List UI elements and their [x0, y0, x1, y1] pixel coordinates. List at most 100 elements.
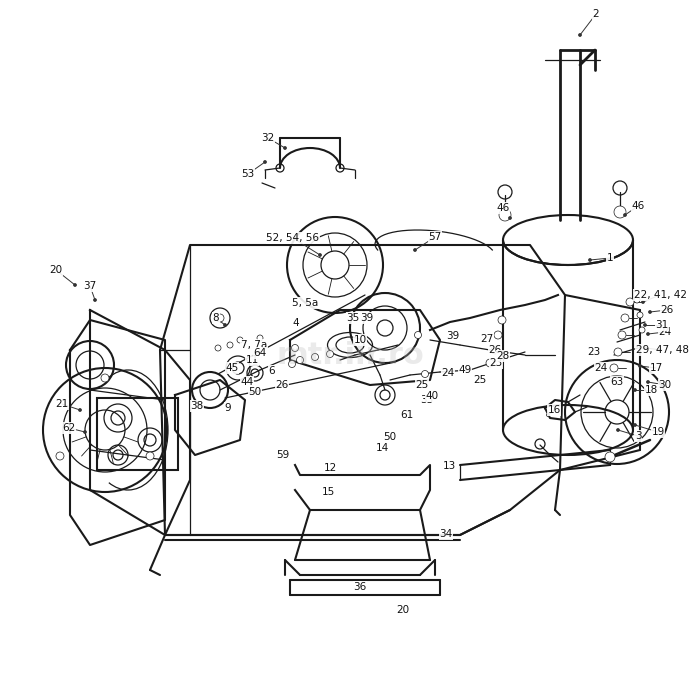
Circle shape — [421, 371, 428, 378]
Text: 3: 3 — [635, 431, 641, 441]
Circle shape — [414, 331, 421, 339]
Text: 18: 18 — [645, 385, 657, 395]
Circle shape — [605, 452, 615, 462]
Text: 24: 24 — [442, 368, 454, 378]
Text: 12: 12 — [323, 463, 337, 473]
Text: 8: 8 — [213, 313, 219, 323]
Circle shape — [637, 312, 643, 318]
Text: 23: 23 — [587, 347, 601, 357]
Circle shape — [74, 284, 76, 287]
Circle shape — [617, 428, 620, 431]
Circle shape — [486, 359, 494, 367]
Text: 13: 13 — [442, 461, 456, 471]
Circle shape — [578, 33, 582, 37]
Circle shape — [648, 310, 652, 314]
Circle shape — [626, 298, 634, 306]
Text: 22, 41, 42: 22, 41, 42 — [634, 290, 687, 300]
Circle shape — [634, 297, 640, 303]
Circle shape — [223, 323, 227, 327]
Text: 24: 24 — [659, 327, 671, 337]
Circle shape — [498, 316, 506, 324]
Text: 32: 32 — [261, 133, 274, 143]
Text: 15: 15 — [321, 487, 335, 497]
Text: 46: 46 — [496, 203, 510, 213]
Text: 16: 16 — [547, 405, 561, 415]
Circle shape — [634, 388, 636, 392]
Circle shape — [284, 147, 286, 149]
Circle shape — [647, 333, 650, 335]
Text: 62: 62 — [62, 423, 76, 433]
Text: 50: 50 — [384, 432, 397, 442]
Text: 31: 31 — [655, 320, 668, 330]
Circle shape — [83, 430, 87, 433]
Text: 29, 47, 48: 29, 47, 48 — [636, 345, 689, 355]
Circle shape — [326, 350, 333, 358]
Text: 40: 40 — [426, 391, 439, 401]
Text: 44: 44 — [240, 377, 253, 387]
Text: 6: 6 — [269, 366, 275, 376]
Text: 17: 17 — [650, 363, 663, 373]
Circle shape — [647, 380, 650, 384]
Text: 20: 20 — [50, 265, 62, 275]
Circle shape — [291, 344, 298, 352]
Text: 26: 26 — [489, 345, 502, 355]
Text: 39: 39 — [360, 313, 374, 323]
Text: 10: 10 — [354, 335, 367, 345]
Circle shape — [499, 209, 511, 221]
Circle shape — [547, 414, 550, 416]
Text: 36: 36 — [354, 582, 367, 592]
Text: 19: 19 — [652, 427, 664, 437]
Circle shape — [146, 452, 154, 460]
Circle shape — [56, 452, 64, 460]
Circle shape — [618, 331, 626, 339]
Circle shape — [639, 327, 645, 333]
Circle shape — [621, 314, 629, 322]
Text: 7, 7a: 7, 7a — [241, 340, 267, 350]
Text: 4: 4 — [293, 318, 300, 328]
Text: 59: 59 — [276, 450, 290, 460]
Circle shape — [227, 342, 233, 348]
Text: 24: 24 — [594, 363, 608, 373]
Circle shape — [610, 364, 618, 372]
Text: 21: 21 — [55, 399, 69, 409]
Text: 25: 25 — [415, 380, 428, 390]
Text: 50: 50 — [248, 387, 262, 397]
Text: 33: 33 — [421, 395, 433, 405]
Text: 28: 28 — [496, 351, 510, 361]
Text: 49: 49 — [458, 365, 472, 375]
Circle shape — [318, 253, 321, 257]
Text: 5, 5a: 5, 5a — [292, 298, 318, 308]
Circle shape — [78, 409, 81, 411]
Text: 57: 57 — [428, 232, 442, 242]
Circle shape — [508, 217, 512, 219]
Text: 52, 54, 56: 52, 54, 56 — [267, 233, 319, 243]
Text: 25: 25 — [473, 375, 486, 385]
Circle shape — [257, 335, 263, 341]
Circle shape — [216, 314, 224, 322]
Text: 20: 20 — [396, 605, 410, 615]
Text: 27: 27 — [480, 334, 494, 344]
Circle shape — [614, 206, 626, 218]
Text: 9: 9 — [225, 403, 231, 413]
Text: 26: 26 — [660, 305, 673, 315]
Text: 11: 11 — [246, 355, 258, 365]
Circle shape — [491, 346, 499, 354]
Circle shape — [624, 213, 626, 217]
Text: 45: 45 — [225, 363, 239, 373]
Text: 38: 38 — [190, 401, 204, 411]
Circle shape — [643, 323, 647, 327]
Circle shape — [494, 331, 502, 339]
Text: 53: 53 — [241, 169, 255, 179]
Circle shape — [643, 346, 647, 350]
Text: 30: 30 — [659, 380, 671, 390]
Text: 61: 61 — [400, 410, 414, 420]
Text: 46: 46 — [631, 201, 645, 211]
Text: 2: 2 — [593, 9, 599, 19]
Circle shape — [638, 365, 641, 367]
Text: 14: 14 — [375, 443, 389, 453]
Circle shape — [634, 424, 636, 426]
Circle shape — [312, 354, 318, 361]
Circle shape — [589, 259, 591, 261]
Circle shape — [237, 337, 243, 343]
Text: 1: 1 — [607, 253, 613, 263]
